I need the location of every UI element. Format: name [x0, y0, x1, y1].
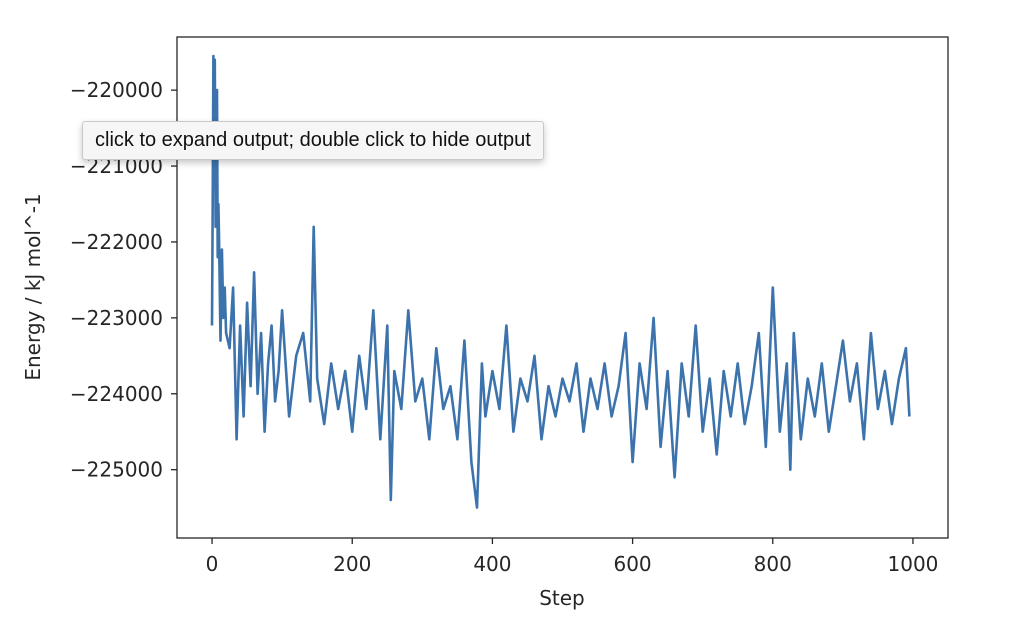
y-tick-label: −224000 [70, 382, 163, 406]
x-tick-label: 1000 [888, 552, 939, 576]
x-tick-label: 200 [333, 552, 371, 576]
energy-series-line [210, 54, 911, 509]
y-tick-label: −225000 [70, 458, 163, 482]
plot-area [176, 36, 949, 539]
y-tick-label: −223000 [70, 306, 163, 330]
x-tick-label: 400 [473, 552, 511, 576]
y-tick-label: −220000 [70, 78, 163, 102]
x-axis-label: Step [539, 586, 585, 610]
x-tick-label: 800 [754, 552, 792, 576]
x-tick-label: 0 [206, 552, 219, 576]
x-tick-label: 600 [613, 552, 651, 576]
output-toggle-tooltip: click to expand output; double click to … [82, 121, 544, 160]
y-tick-label: −222000 [70, 230, 163, 254]
x-axis-ticks: 0 200 400 600 800 1000 [206, 538, 939, 576]
y-axis-label: Energy / kJ mol^-1 [21, 193, 45, 380]
